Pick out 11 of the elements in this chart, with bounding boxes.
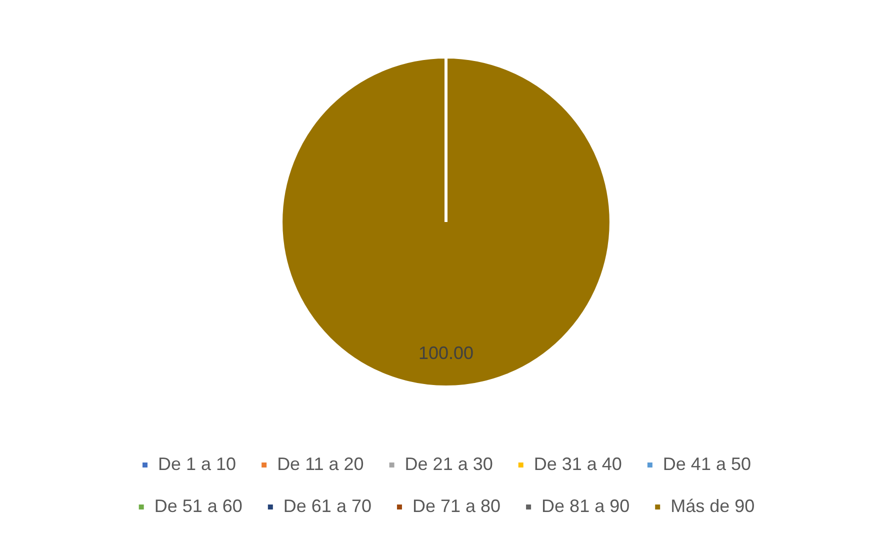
legend-label: De 81 a 90 xyxy=(542,496,630,516)
legend-label: De 61 a 70 xyxy=(283,496,372,516)
legend-label: De 71 a 80 xyxy=(412,496,501,516)
legend-label: De 51 a 60 xyxy=(154,496,242,516)
legend-label: De 31 a 40 xyxy=(534,454,622,474)
legend-label: De 21 a 30 xyxy=(404,454,493,474)
legend-label: De 11 a 20 xyxy=(277,454,364,474)
data-label: 100.00 xyxy=(418,342,474,363)
legend-label: De 41 a 50 xyxy=(662,454,752,474)
legend-label: Más de 90 xyxy=(670,496,755,516)
legend-label: De 1 a 10 xyxy=(158,454,236,474)
